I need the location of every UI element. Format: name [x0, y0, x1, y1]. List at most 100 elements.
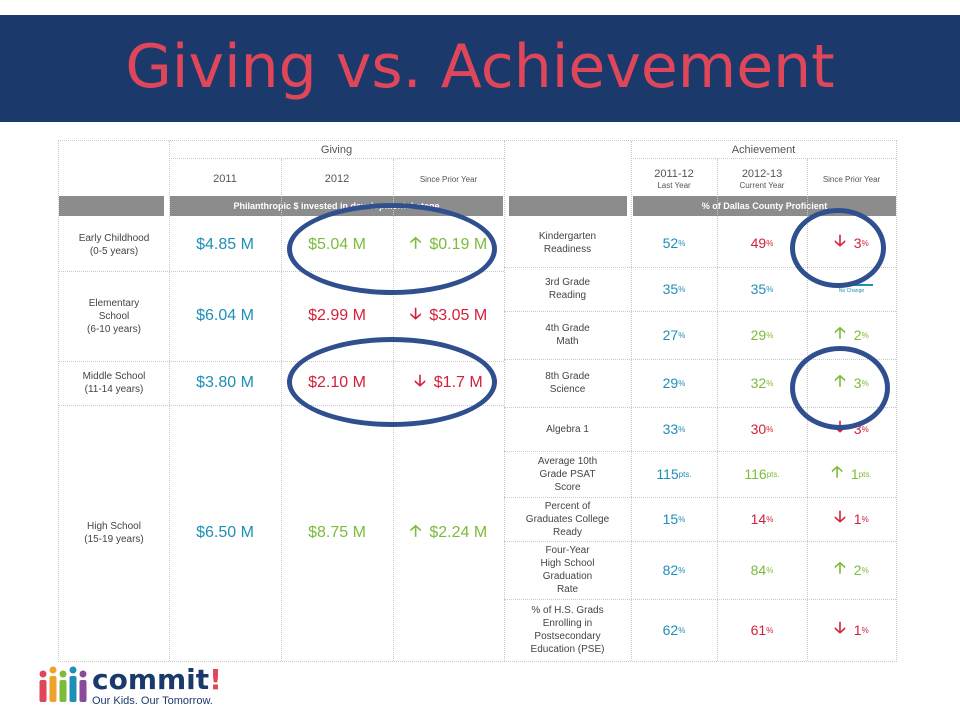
last-year-value: 27: [662, 327, 679, 343]
measure-label-line: Graduation: [542, 571, 593, 582]
achievement-last-year: 62%: [631, 599, 717, 661]
measure-label-line: Percent of: [544, 500, 591, 512]
achievement-last-year: 52%: [631, 219, 717, 267]
measure-label-cell: 4th Grade Math: [504, 311, 631, 359]
measure-label-cell: Four-Year High School Graduation Rate: [504, 541, 631, 599]
stage-graybar: [59, 196, 164, 216]
no-change-text: No Change: [838, 288, 865, 294]
current-year-value: 49: [750, 235, 767, 251]
logo-people-icon: [39, 666, 87, 702]
measure-label-line: Average 10th: [537, 455, 598, 467]
arrow-up-icon: 🡡: [409, 522, 422, 540]
highlight-ring-kinder-change: [790, 208, 886, 288]
col-last-year-label: 2011-12: [654, 167, 694, 180]
unit-label: %: [861, 565, 869, 575]
stage-name: High School: [87, 521, 141, 532]
current-year-value: 29: [750, 327, 767, 343]
unit-label: %: [861, 424, 869, 434]
achievement-last-year: 35%: [631, 267, 717, 311]
measure-label-line: Math: [556, 336, 579, 347]
stage-ages: (11-14 years): [84, 384, 144, 395]
measure-label-line: 8th Grade: [545, 371, 590, 382]
change-value: 1: [850, 466, 859, 482]
col-2011: 2011: [213, 173, 237, 185]
unit-label: %: [861, 330, 869, 340]
measure-label-cell: 3rd Grade Reading: [504, 267, 631, 311]
stage-label-cell: Middle School (11-14 years): [59, 361, 169, 405]
col-current-year-sub: Current Year: [739, 180, 785, 190]
achievement-last-year: 27%: [631, 311, 717, 359]
measure-label-cell: Percent of Graduates College Ready: [504, 497, 631, 541]
giving-2012-value: $8.75 M: [308, 524, 366, 541]
achievement-current-year: 49%: [717, 219, 807, 267]
highlight-ring-early-2012: [287, 203, 497, 295]
stage-name: Middle School: [82, 371, 146, 382]
measure-label-line: Kindergarten: [538, 231, 597, 242]
last-year-value: 115: [656, 466, 679, 482]
giving-change-value: $2.24 M: [429, 524, 488, 541]
measure-label-line: Postsecondary: [534, 631, 601, 642]
unit-label: %: [678, 284, 686, 294]
unit-label: pts.: [858, 469, 872, 479]
measure-label-line: Graduates College: [525, 513, 610, 525]
col-achievement-change: Since Prior Year: [822, 174, 881, 184]
last-year-value: 35: [662, 281, 679, 297]
unit-label: %: [766, 565, 774, 575]
giving-2012-value: $2.99 M: [308, 307, 366, 324]
measure-label-cell: 8th Grade Science: [504, 359, 631, 407]
giving-2011-value: $6.50 M: [196, 524, 254, 541]
measure-label-cell: Algebra 1: [504, 407, 631, 451]
giving-change-cell: 🡣 $3.05 M: [393, 271, 504, 361]
unit-label: %: [766, 238, 774, 248]
last-year-value: 52: [662, 235, 679, 251]
achievement-current-year: 29%: [717, 311, 807, 359]
change-value: 3: [853, 421, 862, 437]
achievement-current-year: 116 pts.: [717, 451, 807, 497]
achievement-change-cell: 🡡 1 pts.: [807, 451, 896, 497]
last-year-value: 29: [662, 375, 679, 391]
giving-change-value: $3.05 M: [429, 307, 488, 324]
col-current-year: 2012-13 Current Year: [717, 159, 807, 199]
achievement-current-year: 61%: [717, 599, 807, 661]
stage-name: Early Childhood: [78, 233, 150, 244]
stage-label-cell: Elementary School (6-10 years): [59, 271, 169, 361]
last-year-value: 15: [662, 511, 679, 527]
unit-label: %: [678, 378, 686, 388]
measure-label-line: Education (PSE): [530, 644, 605, 655]
current-year-value: 61: [750, 622, 767, 638]
achievement-last-year: 15%: [631, 497, 717, 541]
current-year-value: 116: [744, 466, 767, 482]
measure-label-line: Reading: [548, 290, 587, 301]
logo-bang: !: [209, 663, 222, 696]
measure-label-line: Four-Year: [545, 545, 590, 556]
achievement-current-year: 35%: [717, 267, 807, 311]
stage-label-cell: Early Childhood (0-5 years): [59, 219, 169, 271]
measure-label-line: Rate: [556, 584, 579, 595]
achievement-current-year: 84%: [717, 541, 807, 599]
measure-label-line: % of H.S. Grads: [531, 605, 604, 616]
stage-ages: (0-5 years): [89, 246, 139, 257]
current-year-value: 35: [750, 281, 767, 297]
measure-label-line: 3rd Grade: [544, 277, 591, 288]
unit-label: pts.: [766, 469, 780, 479]
arrow-up-icon: 🡡: [831, 463, 843, 481]
col-last-year-sub: Last Year: [657, 180, 691, 190]
last-year-value: 33: [662, 421, 679, 437]
highlight-ring-science-change: [790, 346, 890, 430]
arrow-down-icon: 🡣: [834, 508, 846, 526]
giving-header: Giving: [169, 141, 504, 159]
giving-change-cell: 🡡 $2.24 M: [393, 405, 504, 661]
col-giving-change: Since Prior Year: [419, 174, 478, 184]
logo-wordmark: commit: [92, 663, 210, 696]
col-last-year: 2011-12 Last Year: [631, 159, 717, 199]
measure-label-line: High School: [540, 558, 595, 569]
measure-label-line: Science: [549, 384, 586, 395]
achievement-change-cell: 🡣 1%: [807, 497, 896, 541]
giving-2011-value: $6.04 M: [196, 307, 254, 324]
unit-label: %: [766, 284, 774, 294]
highlight-ring-middle-2012: [287, 337, 497, 427]
arrow-down-icon: 🡣: [834, 619, 846, 637]
title-banner: [0, 15, 960, 122]
achievement-header: Achievement: [631, 141, 896, 159]
unit-label: %: [766, 424, 774, 434]
